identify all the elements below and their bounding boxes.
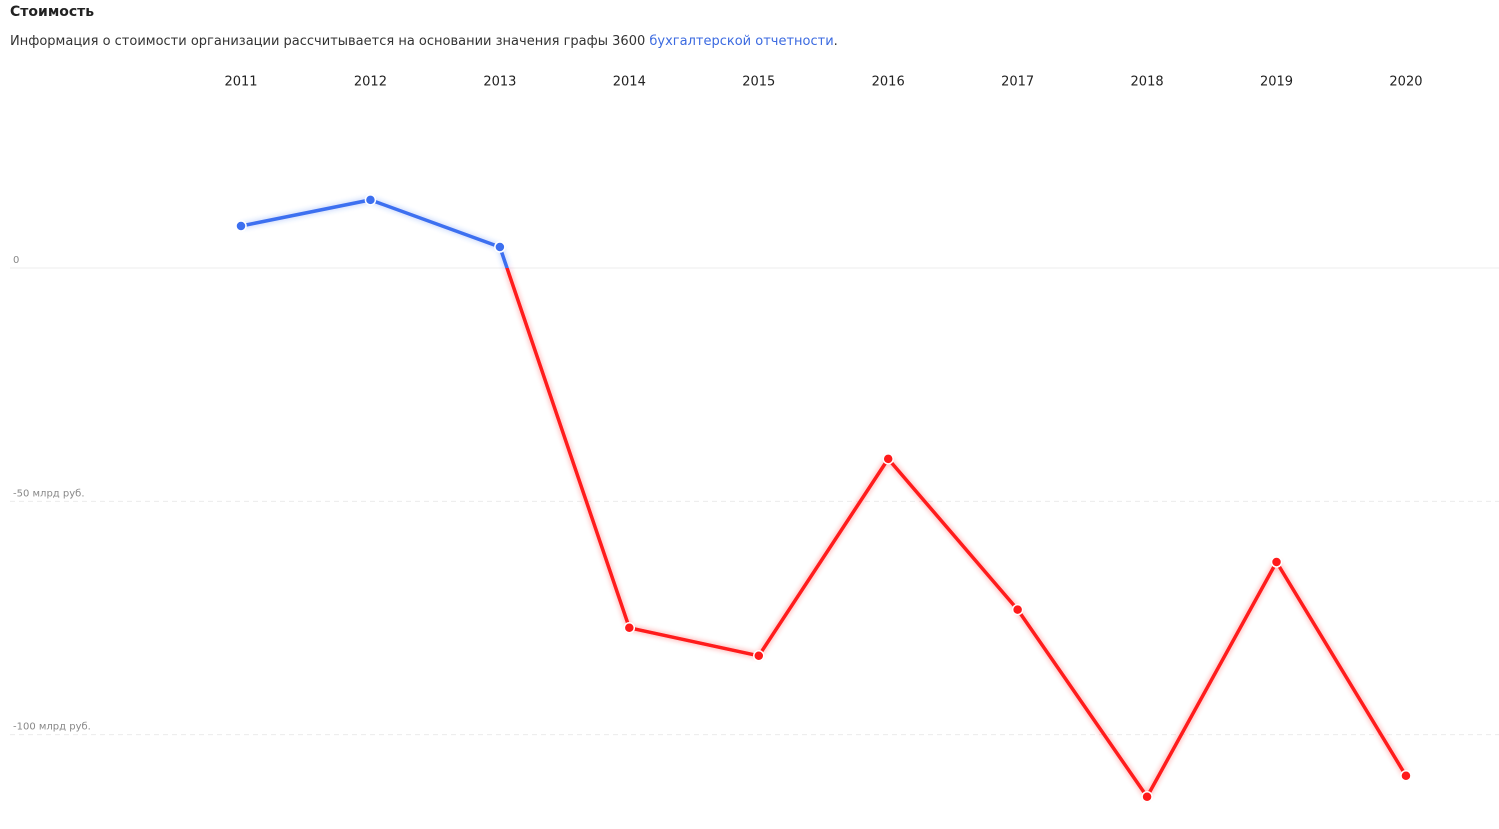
x-tick-label: 2014 <box>613 75 646 90</box>
point <box>235 220 247 232</box>
y-tick-label: -50 млрд руб. <box>13 488 85 499</box>
subtitle-text: Информация о стоимости организации рассч… <box>10 34 646 49</box>
title: Стоимость <box>10 4 95 20</box>
point <box>494 241 506 253</box>
x-tick-label: 2016 <box>872 75 905 90</box>
subtitle-end: . <box>833 34 838 49</box>
x-tick-label: 2013 <box>483 75 516 90</box>
x-tick-label: 2015 <box>742 75 775 90</box>
x-tick-label: 2018 <box>1131 75 1164 90</box>
point <box>1400 769 1412 782</box>
x-tick-label: 2011 <box>224 75 257 90</box>
x-tick-label: 2017 <box>1001 75 1034 90</box>
y-tick-label: 0 <box>13 255 19 266</box>
x-tick-label: 2012 <box>354 75 387 90</box>
point <box>1141 790 1153 803</box>
header: Стоимость Информация о стоимости организ… <box>10 4 838 49</box>
report-link[interactable]: бухгалтерской отчетности <box>649 34 834 49</box>
x-tick-label: 2019 <box>1260 75 1293 90</box>
point <box>753 650 765 662</box>
point <box>1011 603 1024 616</box>
subtitle: Информация о стоимости организации рассч… <box>10 34 838 49</box>
point <box>364 194 377 206</box>
x-tick-label: 2020 <box>1389 75 1422 90</box>
point <box>1270 556 1283 568</box>
point <box>882 453 894 465</box>
y-tick-label: -100 млрд руб. <box>13 722 91 733</box>
point <box>623 622 636 634</box>
value-line <box>240 198 1408 799</box>
